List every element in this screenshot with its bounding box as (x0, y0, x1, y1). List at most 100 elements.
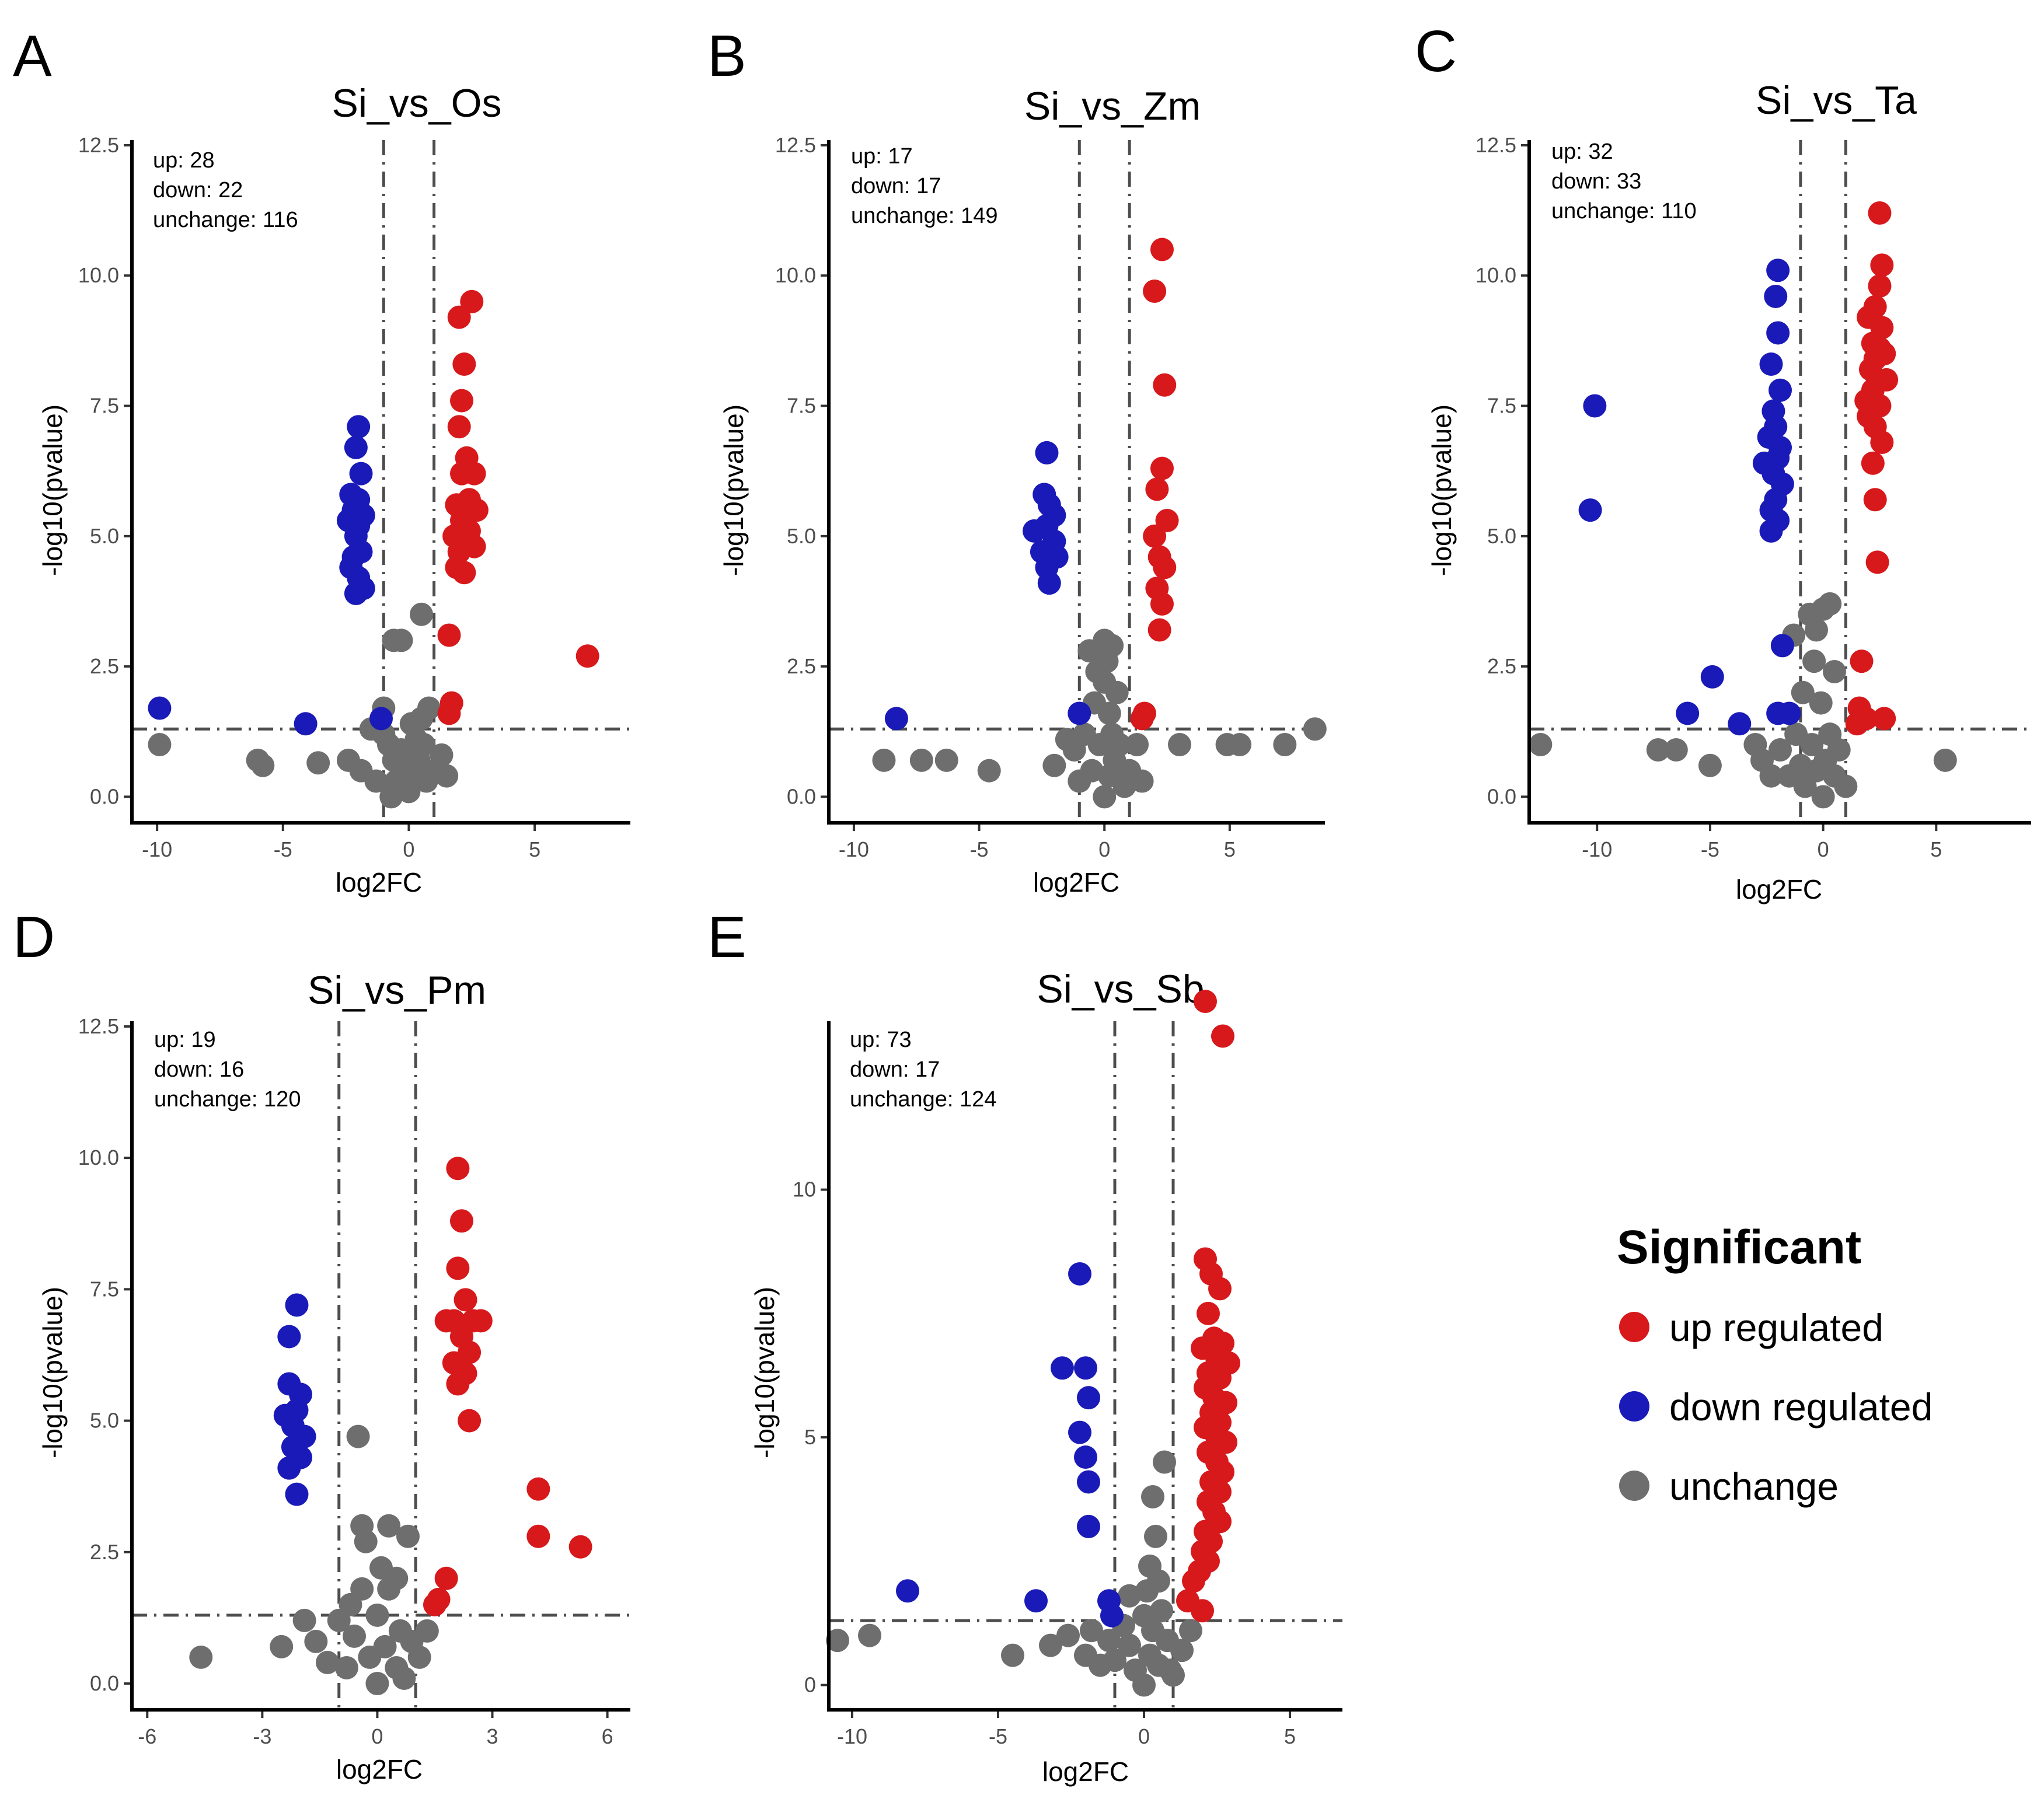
point-unchange (316, 1650, 340, 1674)
y-tick-label: 2.5 (1487, 654, 1516, 678)
x-tick-label: -6 (138, 1724, 156, 1748)
point-down (1100, 1604, 1124, 1628)
panel-title-si-vs-zm: Si_vs_Zm (1024, 84, 1201, 128)
axis-lines (827, 140, 1325, 825)
point-unchange (270, 1635, 294, 1658)
point-up (446, 1372, 470, 1396)
point-down (1728, 712, 1752, 736)
point-unchange (1039, 1633, 1062, 1657)
point-up (575, 644, 599, 668)
point-unchange (1153, 1450, 1176, 1474)
point-down (1766, 321, 1790, 345)
legend-label-down: down regulated (1669, 1385, 1933, 1429)
point-unchange (417, 696, 441, 720)
y-tick-label: 10.0 (78, 263, 119, 287)
y-tick-label: 12.5 (775, 133, 816, 157)
point-up (1194, 990, 1217, 1014)
point-up (447, 305, 471, 329)
y-tick-label: 12.5 (1476, 133, 1516, 157)
point-down (369, 707, 393, 731)
y-tick-label: 12.5 (78, 1014, 119, 1038)
point-unchange (1273, 733, 1297, 757)
point-down (285, 1482, 309, 1506)
point-unchange (1759, 764, 1783, 788)
y-tick-label: 0 (804, 1673, 816, 1697)
point-unchange (1170, 1639, 1194, 1663)
point-unchange (354, 1529, 378, 1553)
y-tick-label: 12.5 (78, 133, 119, 157)
point-up (1150, 456, 1174, 480)
count-down: down: 33 (1551, 169, 1641, 194)
point-unchange (410, 602, 434, 626)
count-unchange: unchange: 116 (153, 208, 298, 232)
y-tick-label: 7.5 (90, 393, 119, 417)
data-points (189, 1157, 592, 1695)
point-unchange (346, 1424, 370, 1448)
point-down (148, 696, 172, 720)
x-tick-label: 5 (1930, 837, 1942, 861)
point-unchange (306, 751, 330, 775)
point-unchange (1097, 701, 1121, 725)
y-tick-label: 0.0 (90, 1671, 119, 1695)
point-down (1074, 1445, 1097, 1469)
x-tick-label: -10 (1582, 837, 1612, 861)
count-down: down: 17 (850, 1057, 940, 1082)
point-down (349, 462, 373, 486)
legend-swatch-up (1619, 1312, 1649, 1342)
x-tick-label: -10 (837, 1724, 867, 1748)
y-tick-label: 2.5 (90, 1540, 119, 1564)
x-tick-label: -10 (142, 837, 172, 861)
x-tick-label: -3 (253, 1724, 271, 1748)
point-unchange (1228, 733, 1252, 757)
point-unchange (1080, 759, 1104, 783)
point-unchange (334, 1656, 358, 1679)
point-up (450, 462, 474, 486)
y-tick-label: 5.0 (787, 524, 816, 548)
axis-lines (130, 1021, 630, 1712)
point-down (1766, 259, 1790, 282)
point-up (446, 1256, 470, 1280)
panel-a: A Si_vs_Os 0.02.55.07.510.012.5 -10 -5 0 5 … (13, 23, 630, 897)
y-ticks: 0 5 10 (793, 1178, 829, 1697)
point-unchange (1130, 769, 1154, 793)
point-unchange (396, 1524, 420, 1548)
x-ticks: -10 -5 0 5 (1582, 823, 1942, 861)
point-unchange (977, 759, 1001, 783)
point-down (884, 707, 908, 731)
point-unchange (858, 1623, 881, 1647)
point-down (1759, 352, 1783, 376)
point-unchange (377, 1514, 401, 1538)
count-up: up: 19 (154, 1028, 216, 1052)
x-tick-label: -5 (1701, 837, 1719, 861)
point-unchange (1118, 1584, 1141, 1608)
point-down (1764, 284, 1788, 308)
legend-title: Significant (1617, 1221, 1861, 1274)
point-down (344, 582, 368, 606)
point-unchange (1811, 785, 1835, 809)
panel-title-si-vs-pm: Si_vs_Pm (308, 968, 486, 1012)
y-axis-label: -log10(pvalue) (1426, 404, 1457, 576)
point-down (1051, 1356, 1074, 1380)
point-unchange (1077, 639, 1101, 663)
count-down: down: 16 (154, 1057, 244, 1082)
point-unchange (1103, 1649, 1126, 1672)
point-unchange (1150, 1599, 1173, 1623)
point-down (1068, 701, 1091, 725)
point-unchange (1179, 1619, 1202, 1643)
point-up (1130, 707, 1154, 731)
point-down (1077, 1386, 1100, 1410)
point-up (1208, 1277, 1232, 1301)
count-up: up: 32 (1551, 139, 1613, 164)
x-axis-label: log2FC (1042, 1756, 1129, 1787)
point-up (437, 701, 461, 725)
panel-letter-d: D (13, 905, 55, 970)
point-unchange (392, 1666, 416, 1690)
y-tick-label: 10.0 (775, 263, 816, 287)
point-down (1769, 378, 1792, 402)
y-tick-label: 0.0 (90, 784, 119, 808)
point-unchange (1125, 733, 1149, 757)
point-unchange (373, 1635, 397, 1658)
y-tick-label: 10.0 (78, 1146, 119, 1169)
y-ticks: 0.0 2.5 5.0 7.5 10.0 12.5 (775, 133, 829, 808)
